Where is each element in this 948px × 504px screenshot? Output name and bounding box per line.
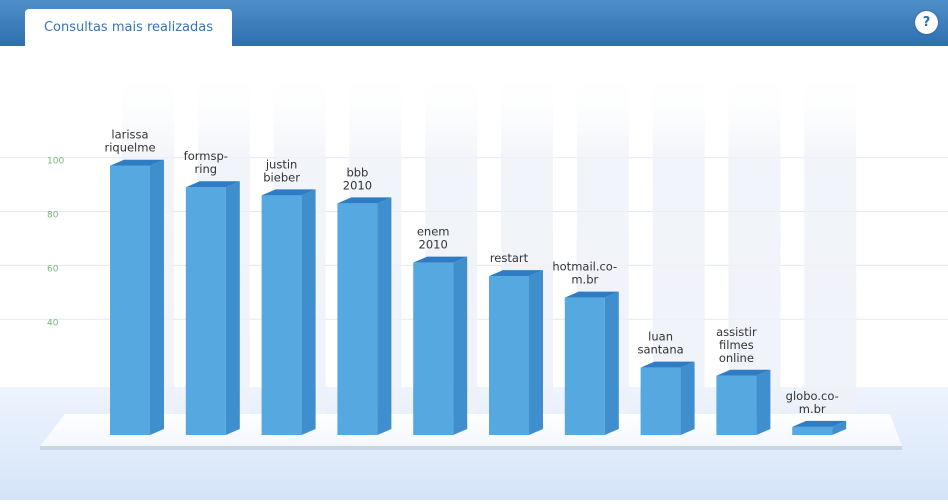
bar-label-line: 2010 [343,178,372,192]
bar-label-line: hotmail.co- [552,260,617,274]
bar-side [377,197,392,435]
bar-label-line: santana [637,343,683,357]
y-tick-label: 80 [47,211,59,221]
bar-label: formsp-ring [184,149,228,176]
bar-top [489,270,543,277]
bar-label-line: 2010 [419,238,448,252]
bar-label-line: m.br [571,273,598,287]
bar-side [604,291,619,435]
bar-label: enem 2010 [417,225,450,252]
bar[interactable] [640,361,695,435]
bar-front [413,262,454,435]
bar-label-line: enem [417,225,450,239]
bar-side [225,181,240,435]
bar-front [261,195,302,435]
bar-top [110,159,164,166]
bar-label: luan santana [637,330,683,357]
y-tick-label: 40 [47,318,59,328]
bar-label: bbb 2010 [343,165,372,192]
bar-chart: 100 80 60 40 larissa riquelme formsp-ring just… [0,66,948,500]
bar[interactable] [261,189,316,435]
bar-label-line: m.br [799,402,826,416]
bar-top [640,361,695,368]
bar-top [185,181,240,188]
bar-side [453,256,468,435]
bar-side [680,361,695,435]
bar-front [640,367,681,435]
bar-side [529,270,543,435]
bar[interactable] [716,369,771,435]
y-tick-label: 60 [47,264,59,274]
bar-front [337,203,378,435]
bar-side [301,189,316,435]
tab-consultas[interactable]: Consultas mais realizadas [25,9,232,46]
chart-area: 100 80 60 40 larissa riquelme formsp-ring just… [0,46,948,500]
bar-label-line: riquelme [104,141,155,155]
bar-top [413,256,468,263]
bar-label-line: globo.co- [786,389,839,403]
bar-top [792,420,847,427]
bar-label: restart [490,251,529,265]
bar-front [489,276,529,435]
bar-top [261,189,316,196]
bar-label-line: bieber [263,170,300,184]
bar-label: assistir filmes online [716,325,757,365]
chart-base-platform [40,414,902,446]
bar-top [564,291,619,298]
bar-side [150,159,164,435]
bar[interactable] [110,159,164,435]
bar-label-line: filmes [719,338,754,352]
y-tick-label: 100 [47,157,64,167]
bar-top [337,197,392,204]
chart-base-edge [40,446,902,450]
help-icon[interactable]: ? [915,11,938,34]
bar[interactable] [185,181,240,435]
bar-top [716,369,771,376]
bar[interactable] [413,256,468,435]
bar-label-line: restart [490,251,529,265]
bar[interactable] [792,420,847,435]
bar-background-column [804,66,857,447]
bar-front [185,187,226,435]
bar-front [564,297,605,435]
bar-label-line: online [719,351,754,365]
bar-side [756,369,771,435]
bar-label-line: assistir [716,325,757,339]
bar[interactable] [564,291,619,435]
bar-label-line: luan [648,330,673,344]
bar-label: globo.co-m.br [786,389,839,416]
bar-label: larissa riquelme [104,128,155,155]
bar-side [832,420,847,435]
bar[interactable] [337,197,392,435]
header-bar: Consultas mais realizadas ? [0,0,948,46]
bar-front [716,375,757,435]
bar[interactable] [489,270,543,435]
bar-label-line: formsp- [184,149,228,163]
bar-label: hotmail.co-m.br [552,260,617,287]
bar-label-line: ring [195,162,218,176]
bar-front [792,426,833,435]
bar-label-line: justin [265,157,297,171]
bar-label: justin bieber [263,157,300,184]
bar-label-line: bbb [346,165,368,179]
bar-label-line: larissa [111,128,148,142]
bar-front [110,165,150,435]
